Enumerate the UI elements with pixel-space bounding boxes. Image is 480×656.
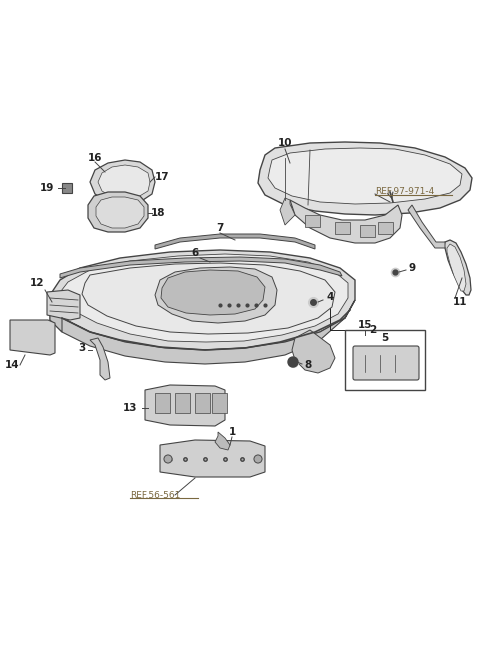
Polygon shape (280, 198, 295, 225)
Polygon shape (50, 250, 355, 350)
Text: 5: 5 (382, 333, 389, 343)
Polygon shape (50, 300, 355, 364)
Text: 4: 4 (326, 292, 334, 302)
Circle shape (288, 357, 298, 367)
Polygon shape (58, 254, 348, 342)
Polygon shape (145, 385, 225, 426)
Polygon shape (10, 320, 55, 355)
Text: 15: 15 (358, 320, 372, 330)
Text: 10: 10 (278, 138, 292, 148)
Polygon shape (82, 263, 335, 334)
Polygon shape (195, 393, 210, 413)
Polygon shape (447, 244, 466, 291)
Polygon shape (155, 393, 170, 413)
Polygon shape (212, 393, 227, 413)
Text: 11: 11 (453, 297, 467, 307)
Circle shape (164, 455, 172, 463)
Bar (345, 330, 425, 390)
Polygon shape (98, 165, 150, 199)
Polygon shape (90, 160, 155, 205)
Polygon shape (408, 205, 445, 248)
Polygon shape (378, 222, 393, 234)
Text: 3: 3 (78, 343, 85, 353)
Text: 16: 16 (88, 153, 102, 163)
Text: 19: 19 (40, 183, 54, 193)
Polygon shape (160, 440, 265, 477)
Polygon shape (268, 148, 462, 204)
Polygon shape (215, 432, 230, 450)
Text: 12: 12 (30, 278, 44, 288)
Polygon shape (360, 225, 375, 237)
Text: 13: 13 (123, 403, 137, 413)
Polygon shape (335, 222, 350, 234)
Text: REF.97-971-4: REF.97-971-4 (375, 188, 434, 197)
Polygon shape (155, 234, 315, 249)
FancyBboxPatch shape (353, 346, 419, 380)
Polygon shape (96, 197, 144, 228)
Polygon shape (88, 192, 148, 232)
Polygon shape (444, 240, 471, 295)
Text: REF.56-561: REF.56-561 (130, 491, 180, 499)
Polygon shape (161, 270, 265, 315)
Text: 7: 7 (216, 223, 224, 233)
Polygon shape (292, 330, 335, 373)
Polygon shape (50, 295, 62, 332)
Polygon shape (60, 257, 342, 278)
Polygon shape (258, 142, 472, 215)
Text: 18: 18 (151, 208, 165, 218)
Text: 2: 2 (370, 325, 377, 335)
Text: 8: 8 (304, 360, 312, 370)
Polygon shape (175, 393, 190, 413)
Polygon shape (290, 200, 402, 243)
Text: 17: 17 (155, 172, 169, 182)
Text: 14: 14 (5, 360, 19, 370)
Polygon shape (90, 338, 110, 380)
Text: 1: 1 (228, 427, 236, 437)
Polygon shape (305, 215, 320, 227)
Polygon shape (47, 290, 80, 320)
Polygon shape (155, 267, 277, 323)
Circle shape (254, 455, 262, 463)
Text: 6: 6 (192, 248, 199, 258)
Text: 9: 9 (408, 263, 416, 273)
